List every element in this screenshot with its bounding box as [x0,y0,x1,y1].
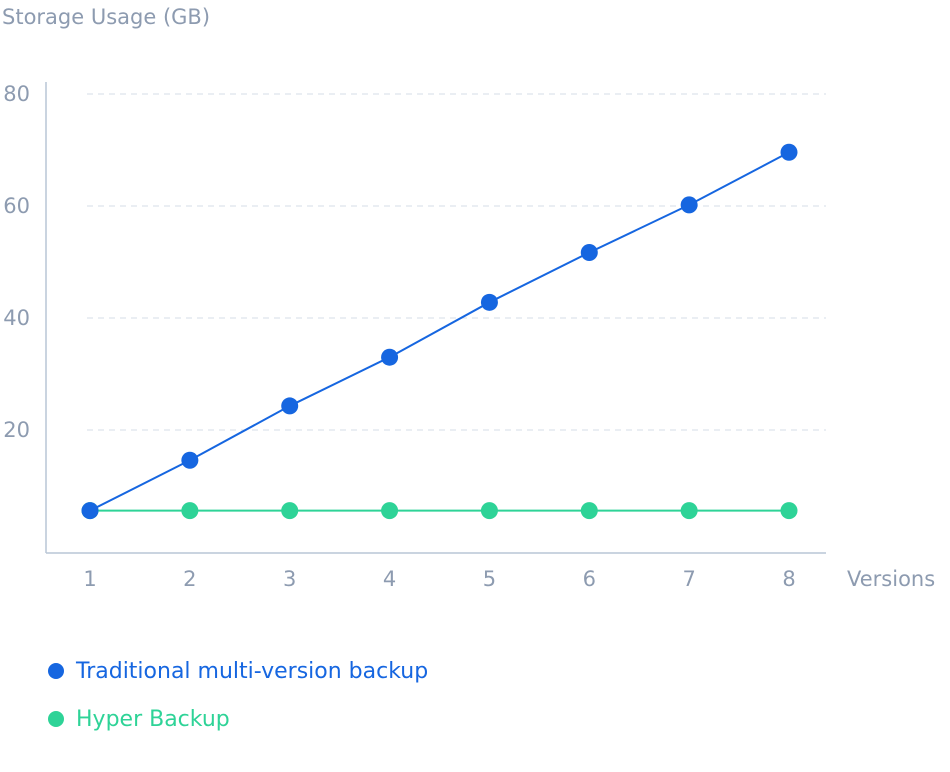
point-traditional-2 [181,451,199,469]
point-traditional-8 [780,143,798,161]
point-hyper-backup-5 [480,502,498,520]
legend-marker-traditional [48,663,64,679]
y-tick-label-80: 80 [3,82,30,106]
x-tick-label-1: 1 [83,567,96,591]
point-traditional-4 [381,348,399,366]
point-traditional-3 [281,397,299,415]
y-tick-label-20: 20 [3,418,30,442]
x-tick-label-2: 2 [183,567,196,591]
series-line-traditional [89,151,790,512]
gridlines [87,93,826,431]
legend-item-traditional: Traditional multi-version backup [48,655,428,687]
y-axis-title: Storage Usage (GB) [2,5,210,29]
point-hyper-backup-3 [281,502,299,520]
y-tick-label-40: 40 [3,306,30,330]
legend-marker-hyper-backup [48,711,64,727]
point-hyper-backup-8 [780,502,798,520]
x-axis-title: Versions [847,567,935,591]
point-traditional-7 [680,196,698,214]
y-tick-labels: 20 40 60 80 [3,82,30,442]
x-tick-label-5: 5 [483,567,496,591]
legend-label-hyper-backup: Hyper Backup [76,706,230,732]
x-tick-label-7: 7 [682,567,695,591]
point-hyper-backup-7 [680,502,698,520]
x-tick-label-3: 3 [283,567,296,591]
x-tick-label-8: 8 [782,567,795,591]
x-tick-label-6: 6 [583,567,596,591]
point-traditional-1 [81,502,99,520]
series-hyper-backup [81,502,798,520]
y-tick-label-60: 60 [3,194,30,218]
legend-item-hyper-backup: Hyper Backup [48,703,428,735]
series-traditional [81,143,798,520]
point-traditional-6 [580,243,598,261]
series [81,143,798,520]
legend-label-traditional: Traditional multi-version backup [76,658,429,684]
legend: Traditional multi-version backup Hyper B… [48,655,428,751]
point-traditional-5 [480,293,498,311]
x-tick-labels: 1 2 3 4 5 6 7 8 [83,567,795,591]
x-tick-label-4: 4 [383,567,396,591]
axes [45,82,826,554]
point-hyper-backup-4 [381,502,399,520]
point-hyper-backup-2 [181,502,199,520]
point-hyper-backup-6 [580,502,598,520]
